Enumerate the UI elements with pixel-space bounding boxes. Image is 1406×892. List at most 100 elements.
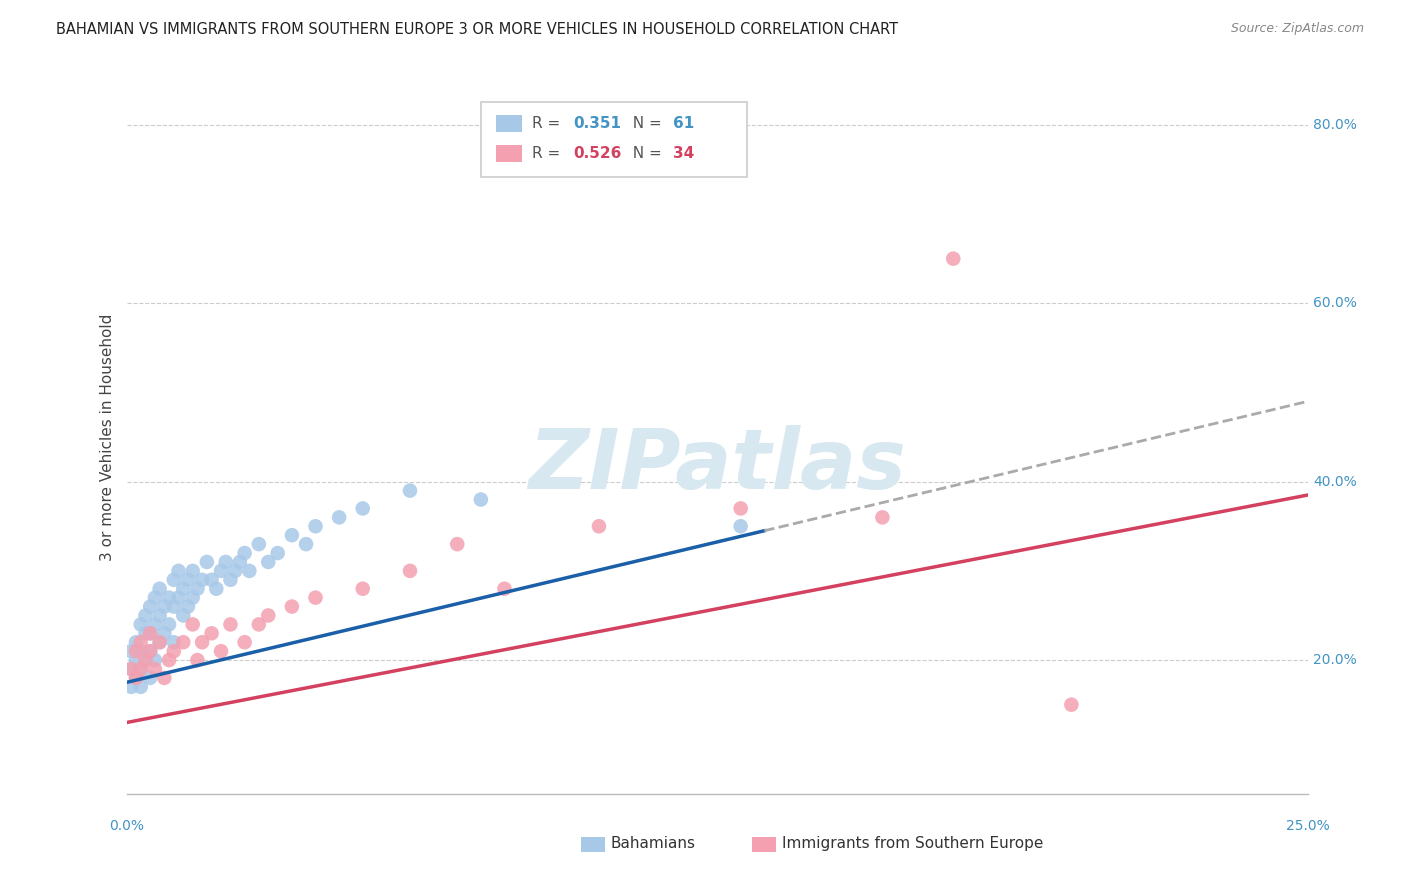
- Point: [224, 564, 246, 578]
- Point: [200, 573, 222, 587]
- Point: [143, 617, 166, 632]
- Point: [139, 626, 162, 640]
- Point: [205, 582, 228, 596]
- Text: ZIPatlas: ZIPatlas: [529, 425, 905, 506]
- Point: [120, 662, 142, 676]
- Point: [139, 644, 162, 658]
- Point: [157, 653, 180, 667]
- Point: [219, 573, 242, 587]
- Y-axis label: 3 or more Vehicles in Household: 3 or more Vehicles in Household: [100, 313, 115, 561]
- Point: [267, 546, 290, 560]
- Point: [134, 653, 156, 667]
- Point: [181, 564, 204, 578]
- Point: [120, 644, 142, 658]
- Point: [209, 644, 232, 658]
- Point: [129, 617, 152, 632]
- Point: [295, 537, 318, 551]
- Point: [1060, 698, 1083, 712]
- Text: Immigrants from Southern Europe: Immigrants from Southern Europe: [782, 837, 1043, 851]
- Text: N =: N =: [623, 145, 666, 161]
- Point: [172, 582, 194, 596]
- Point: [139, 626, 162, 640]
- Point: [125, 653, 148, 667]
- Point: [163, 644, 186, 658]
- Point: [399, 564, 422, 578]
- Point: [149, 582, 172, 596]
- Point: [446, 537, 468, 551]
- Point: [257, 555, 280, 569]
- Text: 0.0%: 0.0%: [110, 819, 143, 833]
- Point: [139, 644, 162, 658]
- Point: [129, 635, 152, 649]
- Point: [399, 483, 422, 498]
- Point: [195, 555, 218, 569]
- Point: [304, 591, 326, 605]
- Point: [153, 626, 176, 640]
- Point: [163, 635, 186, 649]
- Text: N =: N =: [623, 116, 666, 130]
- Point: [149, 635, 172, 649]
- Point: [304, 519, 326, 533]
- Point: [730, 519, 752, 533]
- Point: [186, 582, 208, 596]
- Point: [125, 671, 148, 685]
- Text: 80.0%: 80.0%: [1313, 118, 1357, 132]
- Point: [172, 608, 194, 623]
- Point: [470, 492, 492, 507]
- Point: [352, 501, 374, 516]
- Point: [134, 653, 156, 667]
- Point: [191, 635, 214, 649]
- Point: [153, 671, 176, 685]
- Point: [177, 573, 200, 587]
- Point: [191, 573, 214, 587]
- Point: [200, 626, 222, 640]
- Point: [134, 608, 156, 623]
- Point: [120, 662, 142, 676]
- Text: Source: ZipAtlas.com: Source: ZipAtlas.com: [1230, 22, 1364, 36]
- Point: [588, 519, 610, 533]
- Point: [125, 644, 148, 658]
- Point: [163, 599, 186, 614]
- Point: [238, 564, 260, 578]
- Point: [219, 617, 242, 632]
- Point: [281, 528, 304, 542]
- Bar: [752, 837, 776, 853]
- Point: [167, 591, 190, 605]
- Point: [186, 653, 208, 667]
- Point: [247, 537, 270, 551]
- Point: [134, 626, 156, 640]
- Point: [125, 671, 148, 685]
- Point: [328, 510, 350, 524]
- Point: [139, 671, 162, 685]
- Point: [129, 662, 152, 676]
- Point: [143, 653, 166, 667]
- Point: [153, 599, 176, 614]
- Point: [177, 599, 200, 614]
- Bar: [581, 837, 605, 853]
- Point: [229, 555, 252, 569]
- Point: [143, 591, 166, 605]
- Point: [730, 501, 752, 516]
- Text: 20.0%: 20.0%: [1313, 653, 1357, 667]
- Text: 34: 34: [673, 145, 695, 161]
- Point: [157, 591, 180, 605]
- Point: [163, 573, 186, 587]
- Point: [233, 546, 256, 560]
- Point: [872, 510, 894, 524]
- Point: [257, 608, 280, 623]
- Point: [143, 662, 166, 676]
- Text: 61: 61: [673, 116, 695, 130]
- Point: [129, 680, 152, 694]
- Text: R =: R =: [531, 145, 565, 161]
- Point: [129, 644, 152, 658]
- Point: [125, 635, 148, 649]
- Text: BAHAMIAN VS IMMIGRANTS FROM SOUTHERN EUROPE 3 OR MORE VEHICLES IN HOUSEHOLD CORR: BAHAMIAN VS IMMIGRANTS FROM SOUTHERN EUR…: [56, 22, 898, 37]
- Text: 40.0%: 40.0%: [1313, 475, 1357, 489]
- Point: [209, 564, 232, 578]
- FancyBboxPatch shape: [481, 102, 747, 177]
- Point: [129, 662, 152, 676]
- Point: [157, 617, 180, 632]
- Bar: [496, 145, 522, 162]
- Point: [167, 564, 190, 578]
- Point: [120, 680, 142, 694]
